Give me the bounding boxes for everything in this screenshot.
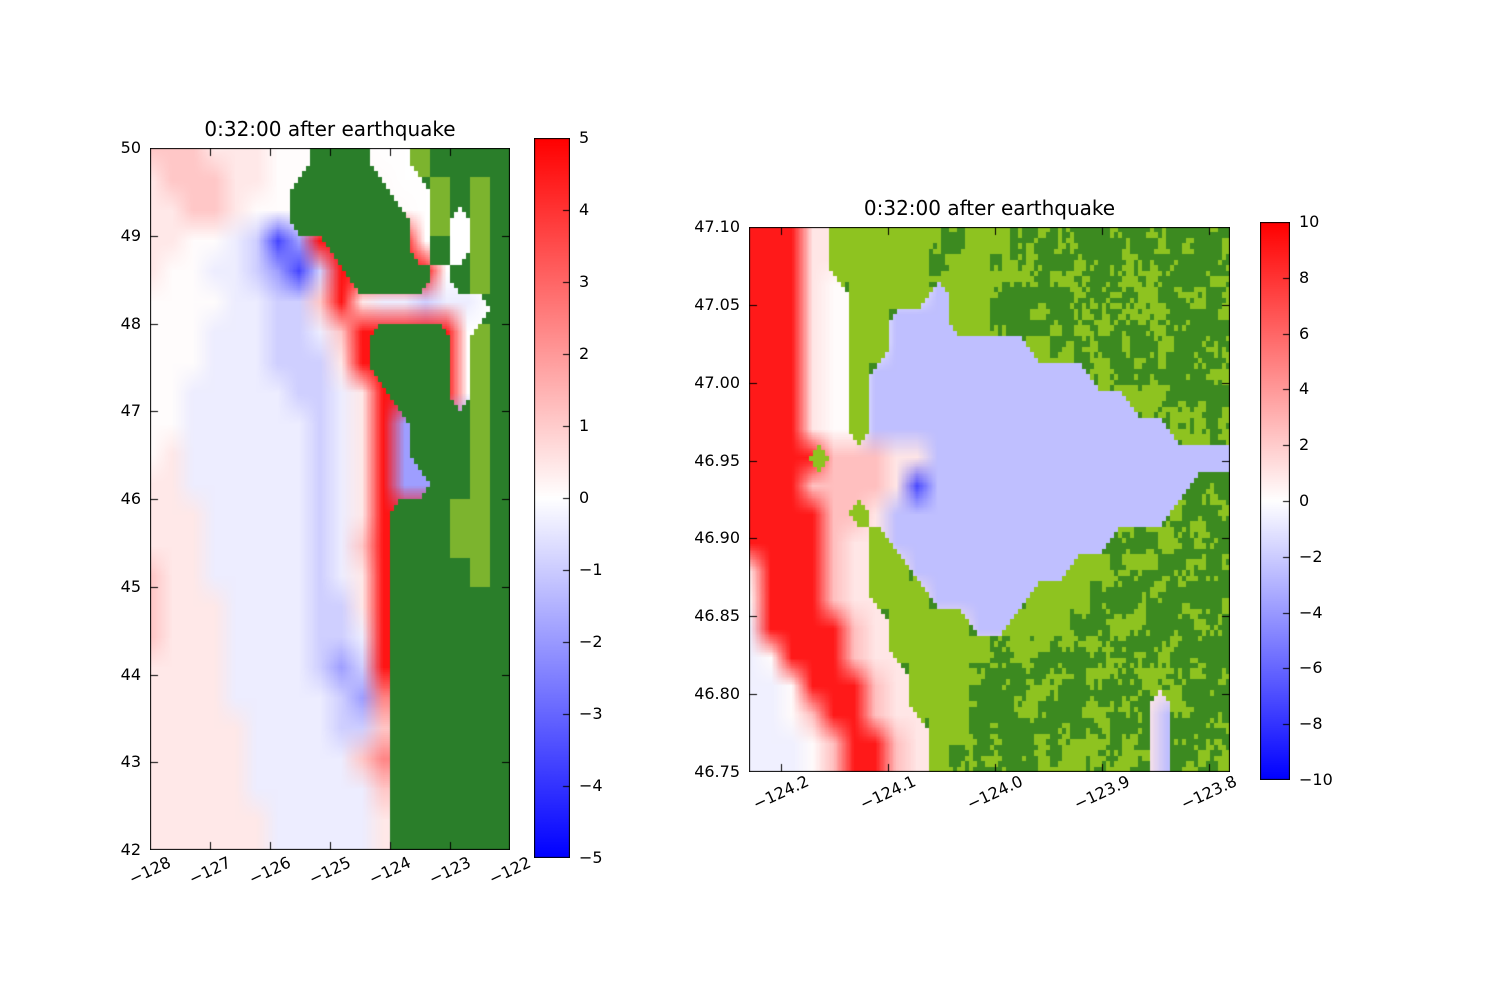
colorbar-left [534, 138, 570, 858]
colorbar-tick-label: 4 [579, 200, 590, 219]
x-tick-label: −123.8 [1177, 771, 1240, 814]
colorbar-tick-label: −4 [579, 776, 603, 795]
y-tick-label: 46.80 [694, 684, 740, 704]
colorbar-tick-label: 3 [579, 272, 590, 291]
y-tick-label: 50 [120, 138, 141, 157]
y-tick-label: 47.05 [694, 294, 740, 314]
colorbar-right [1260, 222, 1290, 780]
y-tick-label: 44 [120, 664, 141, 684]
x-tick-label: −124.1 [856, 771, 919, 814]
x-tick-label: −123.9 [1070, 771, 1133, 814]
colorbar-tick-label: 0 [1299, 491, 1310, 510]
plot-title-right: 0:32:00 after earthquake [863, 196, 1116, 220]
colorbar-tick-label: −8 [1299, 714, 1323, 734]
colorbar-tick-label: −3 [579, 704, 603, 723]
colorbar-tick-label: −2 [579, 632, 603, 651]
colorbar-tick-label: 0 [579, 488, 590, 507]
y-tick-label: 47 [120, 401, 141, 421]
colorbar-tick-label: −6 [1299, 658, 1323, 678]
colorbar-tick-label: 4 [1299, 379, 1310, 399]
y-tick-label: 49 [120, 225, 141, 245]
y-tick-label: 46.90 [694, 528, 740, 548]
y-tick-label: 42 [120, 840, 141, 859]
colorbar-tick-label: 1 [579, 416, 590, 435]
x-tick-label: −124.0 [963, 771, 1026, 814]
plot-title-left: 0:32:00 after earthquake [204, 117, 456, 141]
x-tick-label: −122 [485, 852, 534, 889]
y-tick-label: 46 [120, 489, 141, 508]
x-tick-label: −127 [185, 852, 234, 889]
colorbar-tick-label: 2 [1299, 435, 1310, 455]
y-tick-label: 45 [120, 576, 141, 596]
colorbar-tick-label: −5 [579, 848, 603, 867]
y-tick-label: 47.00 [694, 372, 740, 392]
y-tick-label: 46.75 [694, 762, 740, 781]
y-tick-label: 46.95 [694, 450, 740, 470]
heatmap-canvas-right [749, 227, 1230, 772]
colorbar-tick-label: −4 [1299, 602, 1323, 622]
colorbar-tick-label: −2 [1299, 546, 1323, 566]
heatmap-canvas-left [150, 148, 510, 850]
colorbar-tick-label: 5 [579, 128, 590, 147]
y-tick-label: 47.10 [694, 217, 740, 236]
colorbar-tick-label: 2 [579, 344, 590, 363]
colorbar-tick-label: 8 [1299, 267, 1310, 287]
y-tick-label: 46.85 [694, 606, 740, 626]
x-tick-label: −123 [425, 852, 474, 889]
colorbar-tick-label: 6 [1299, 323, 1310, 343]
y-tick-label: 43 [120, 752, 141, 772]
colorbar-tick-label: −10 [1299, 770, 1333, 789]
colorbar-tick-label: −1 [579, 560, 603, 579]
x-tick-label: −126 [245, 852, 294, 889]
y-tick-label: 48 [120, 313, 141, 333]
colorbar-tick-label: 10 [1299, 212, 1320, 231]
x-tick-label: −125 [305, 852, 354, 889]
x-tick-label: −124 [365, 852, 414, 889]
x-tick-label: −124.2 [750, 771, 812, 814]
